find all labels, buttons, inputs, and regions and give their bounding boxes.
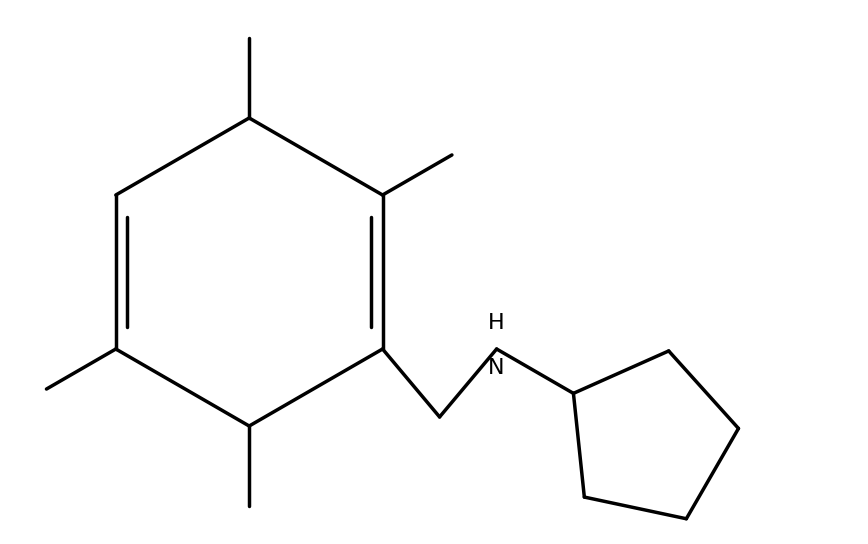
- Text: H: H: [489, 313, 505, 333]
- Text: N: N: [489, 357, 505, 378]
